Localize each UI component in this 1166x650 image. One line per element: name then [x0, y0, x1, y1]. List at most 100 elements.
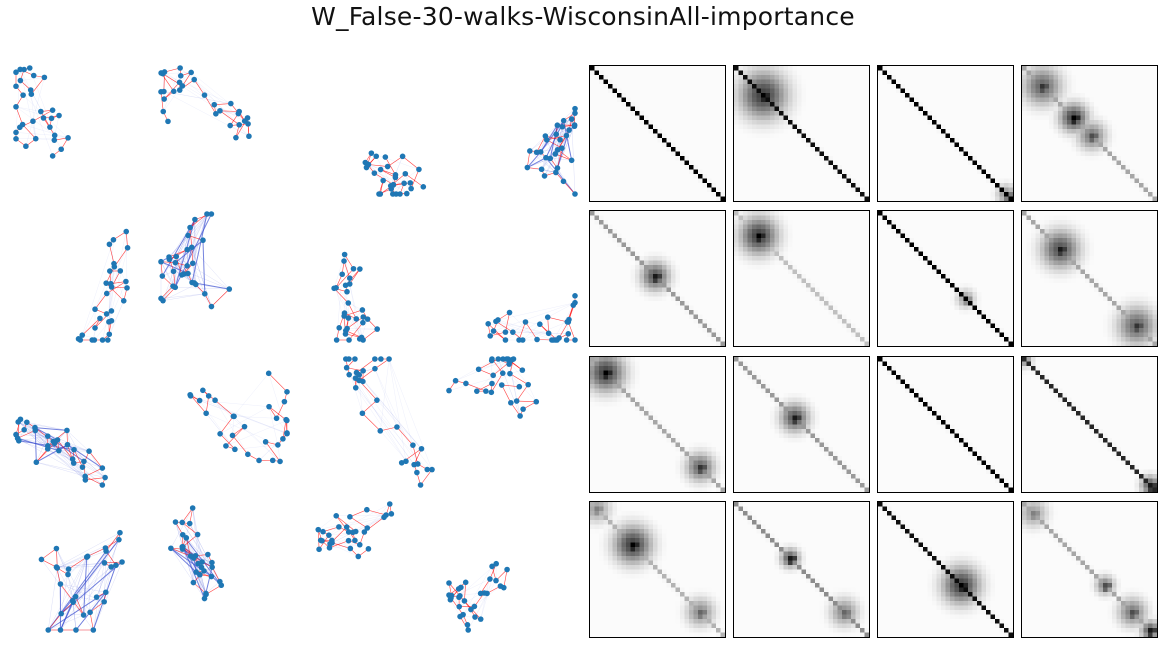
matrix-cell — [900, 165, 906, 170]
matrix-cell — [941, 169, 946, 175]
walk-edge — [501, 384, 512, 403]
matrix-cell — [662, 174, 667, 179]
matrix-cell — [846, 192, 852, 197]
matrix-cell — [801, 165, 807, 170]
matrix-cell — [923, 75, 928, 80]
matrix-cell — [603, 66, 609, 71]
matrix-cell — [612, 93, 618, 98]
matrix-cell — [761, 142, 766, 148]
matrix-cell — [1031, 102, 1036, 107]
matrix-cell — [932, 93, 937, 98]
matrix-cell — [1071, 138, 1077, 143]
matrix-cell — [896, 93, 901, 98]
matrix-cell — [1004, 196, 1009, 201]
graph-node — [27, 87, 34, 93]
matrix-cell — [905, 120, 910, 125]
matrix-cell — [1062, 84, 1068, 89]
matrix-cell — [828, 66, 834, 71]
graph-node — [384, 163, 391, 170]
walk-edge — [75, 596, 84, 616]
matrix-cell — [774, 151, 780, 157]
matrix-cell — [909, 75, 915, 80]
matrix-cell — [1080, 156, 1086, 161]
matrix-cell — [1035, 102, 1041, 107]
matrix-cell — [824, 192, 829, 197]
graph-node — [353, 316, 360, 322]
matrix-cell — [896, 129, 901, 134]
matrix-cell — [783, 70, 789, 76]
matrix-cell — [1053, 115, 1059, 121]
matrix-cell — [788, 70, 793, 76]
graph-node — [372, 365, 378, 372]
matrix-cell — [896, 124, 901, 130]
matrix-cell — [630, 79, 636, 85]
matrix-cell — [806, 178, 811, 184]
matrix-cell — [1049, 66, 1054, 71]
matrix-cell — [981, 70, 987, 76]
matrix-cell — [1040, 156, 1045, 161]
graph-node — [475, 366, 482, 373]
matrix-cell — [932, 138, 937, 143]
graph-node — [403, 190, 410, 197]
graph-node — [333, 513, 340, 519]
matrix-cell — [693, 97, 699, 103]
matrix-cell — [671, 156, 676, 161]
matrix-cell — [747, 142, 753, 148]
matrix-cell — [995, 120, 1000, 125]
matrix-cell — [909, 187, 915, 193]
matrix-cell — [806, 88, 811, 94]
graph-node — [402, 170, 409, 177]
matrix-cell — [801, 75, 807, 80]
matrix-cell — [878, 88, 883, 94]
matrix-cell — [599, 196, 604, 201]
matrix-cell — [909, 111, 915, 116]
matrix-cell — [707, 106, 712, 112]
matrix-cell — [761, 84, 766, 89]
matrix-cell — [666, 169, 672, 175]
matrix-cell — [626, 88, 631, 94]
matrix-cell — [1125, 88, 1131, 94]
matrix-cell — [900, 115, 906, 121]
graph-node — [273, 415, 280, 422]
matrix-cell — [716, 151, 721, 157]
matrix-cell — [972, 160, 978, 166]
matrix-cell — [1125, 106, 1131, 112]
matrix-cell — [1112, 79, 1117, 85]
matrix-cell — [986, 124, 991, 130]
matrix-cell — [864, 165, 869, 170]
matrix-cell — [608, 156, 613, 161]
matrix-cell — [923, 111, 928, 116]
matrix-cell — [806, 124, 811, 130]
matrix-cell — [882, 115, 888, 121]
matrix-cell — [770, 138, 775, 143]
matrix-cell — [819, 129, 825, 134]
matrix-cell — [864, 147, 869, 152]
matrix-cell — [1148, 160, 1153, 166]
matrix-cell — [945, 84, 951, 89]
matrix-cell — [1040, 165, 1045, 170]
walk-edge — [205, 395, 209, 414]
matrix-cell — [932, 178, 937, 184]
matrix-cell — [851, 84, 856, 89]
matrix-cell — [743, 88, 748, 94]
matrix-cell — [846, 160, 852, 166]
matrix-cell — [1022, 156, 1027, 161]
walk-edge — [346, 316, 364, 329]
matrix-cell — [788, 160, 793, 166]
matrix-cell — [702, 70, 708, 76]
matrix-cell — [788, 93, 793, 98]
matrix-cell — [797, 147, 802, 152]
matrix-cell — [806, 102, 811, 107]
graph-node — [111, 264, 118, 270]
matrix-cell — [1026, 79, 1032, 85]
graph-node — [82, 477, 89, 483]
matrix-cell — [630, 111, 636, 116]
matrix-cell — [693, 138, 699, 143]
matrix-cell — [756, 138, 762, 143]
matrix-cell — [626, 196, 631, 201]
matrix-cell — [621, 174, 627, 179]
matrix-cell — [707, 79, 712, 85]
matrix-cell — [684, 160, 690, 166]
matrix-cell — [936, 196, 942, 201]
matrix-cell — [833, 138, 838, 143]
